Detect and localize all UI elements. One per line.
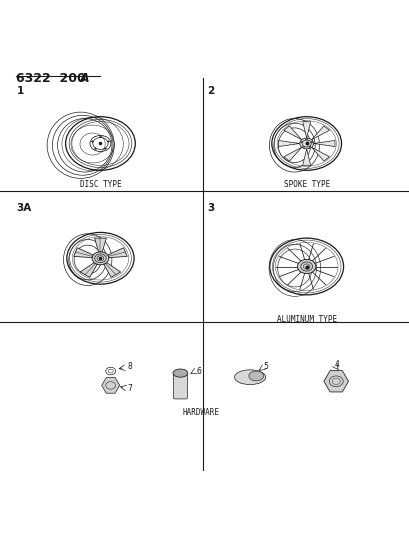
- Polygon shape: [108, 248, 127, 257]
- Ellipse shape: [104, 148, 106, 149]
- Ellipse shape: [94, 148, 96, 149]
- Polygon shape: [103, 263, 120, 277]
- Text: 8: 8: [127, 362, 132, 372]
- Ellipse shape: [305, 139, 307, 140]
- Polygon shape: [283, 147, 301, 161]
- FancyBboxPatch shape: [173, 374, 187, 399]
- Polygon shape: [94, 238, 106, 252]
- Ellipse shape: [234, 370, 265, 385]
- Text: 2: 2: [207, 86, 214, 96]
- Polygon shape: [80, 263, 97, 277]
- Ellipse shape: [310, 142, 312, 143]
- Text: 3: 3: [207, 203, 214, 213]
- Text: A: A: [80, 72, 89, 85]
- Ellipse shape: [91, 141, 93, 142]
- Ellipse shape: [300, 142, 302, 143]
- Ellipse shape: [173, 369, 187, 377]
- Text: 6: 6: [196, 367, 201, 376]
- Text: 7: 7: [127, 384, 132, 393]
- Text: 6322  200: 6322 200: [16, 72, 86, 85]
- Ellipse shape: [107, 141, 109, 142]
- Text: 4: 4: [333, 360, 338, 369]
- Ellipse shape: [92, 252, 109, 265]
- Text: 5: 5: [263, 362, 267, 372]
- Polygon shape: [278, 140, 299, 147]
- Ellipse shape: [299, 138, 313, 149]
- Ellipse shape: [302, 146, 303, 148]
- Polygon shape: [74, 248, 93, 257]
- Polygon shape: [313, 140, 334, 147]
- Ellipse shape: [297, 260, 315, 273]
- Text: SPOKE TYPE: SPOKE TYPE: [283, 180, 329, 189]
- Text: DISC TYPE: DISC TYPE: [79, 180, 121, 189]
- Ellipse shape: [248, 371, 263, 381]
- Polygon shape: [302, 122, 310, 138]
- Polygon shape: [311, 147, 329, 161]
- Text: HARDWARE: HARDWARE: [182, 408, 219, 417]
- Text: ALUMINUM TYPE: ALUMINUM TYPE: [276, 315, 336, 324]
- Ellipse shape: [99, 136, 101, 138]
- Text: 1: 1: [16, 86, 24, 96]
- Polygon shape: [283, 126, 301, 140]
- Ellipse shape: [308, 146, 310, 148]
- Text: 3A: 3A: [16, 203, 31, 213]
- Polygon shape: [302, 149, 310, 165]
- Polygon shape: [311, 126, 329, 140]
